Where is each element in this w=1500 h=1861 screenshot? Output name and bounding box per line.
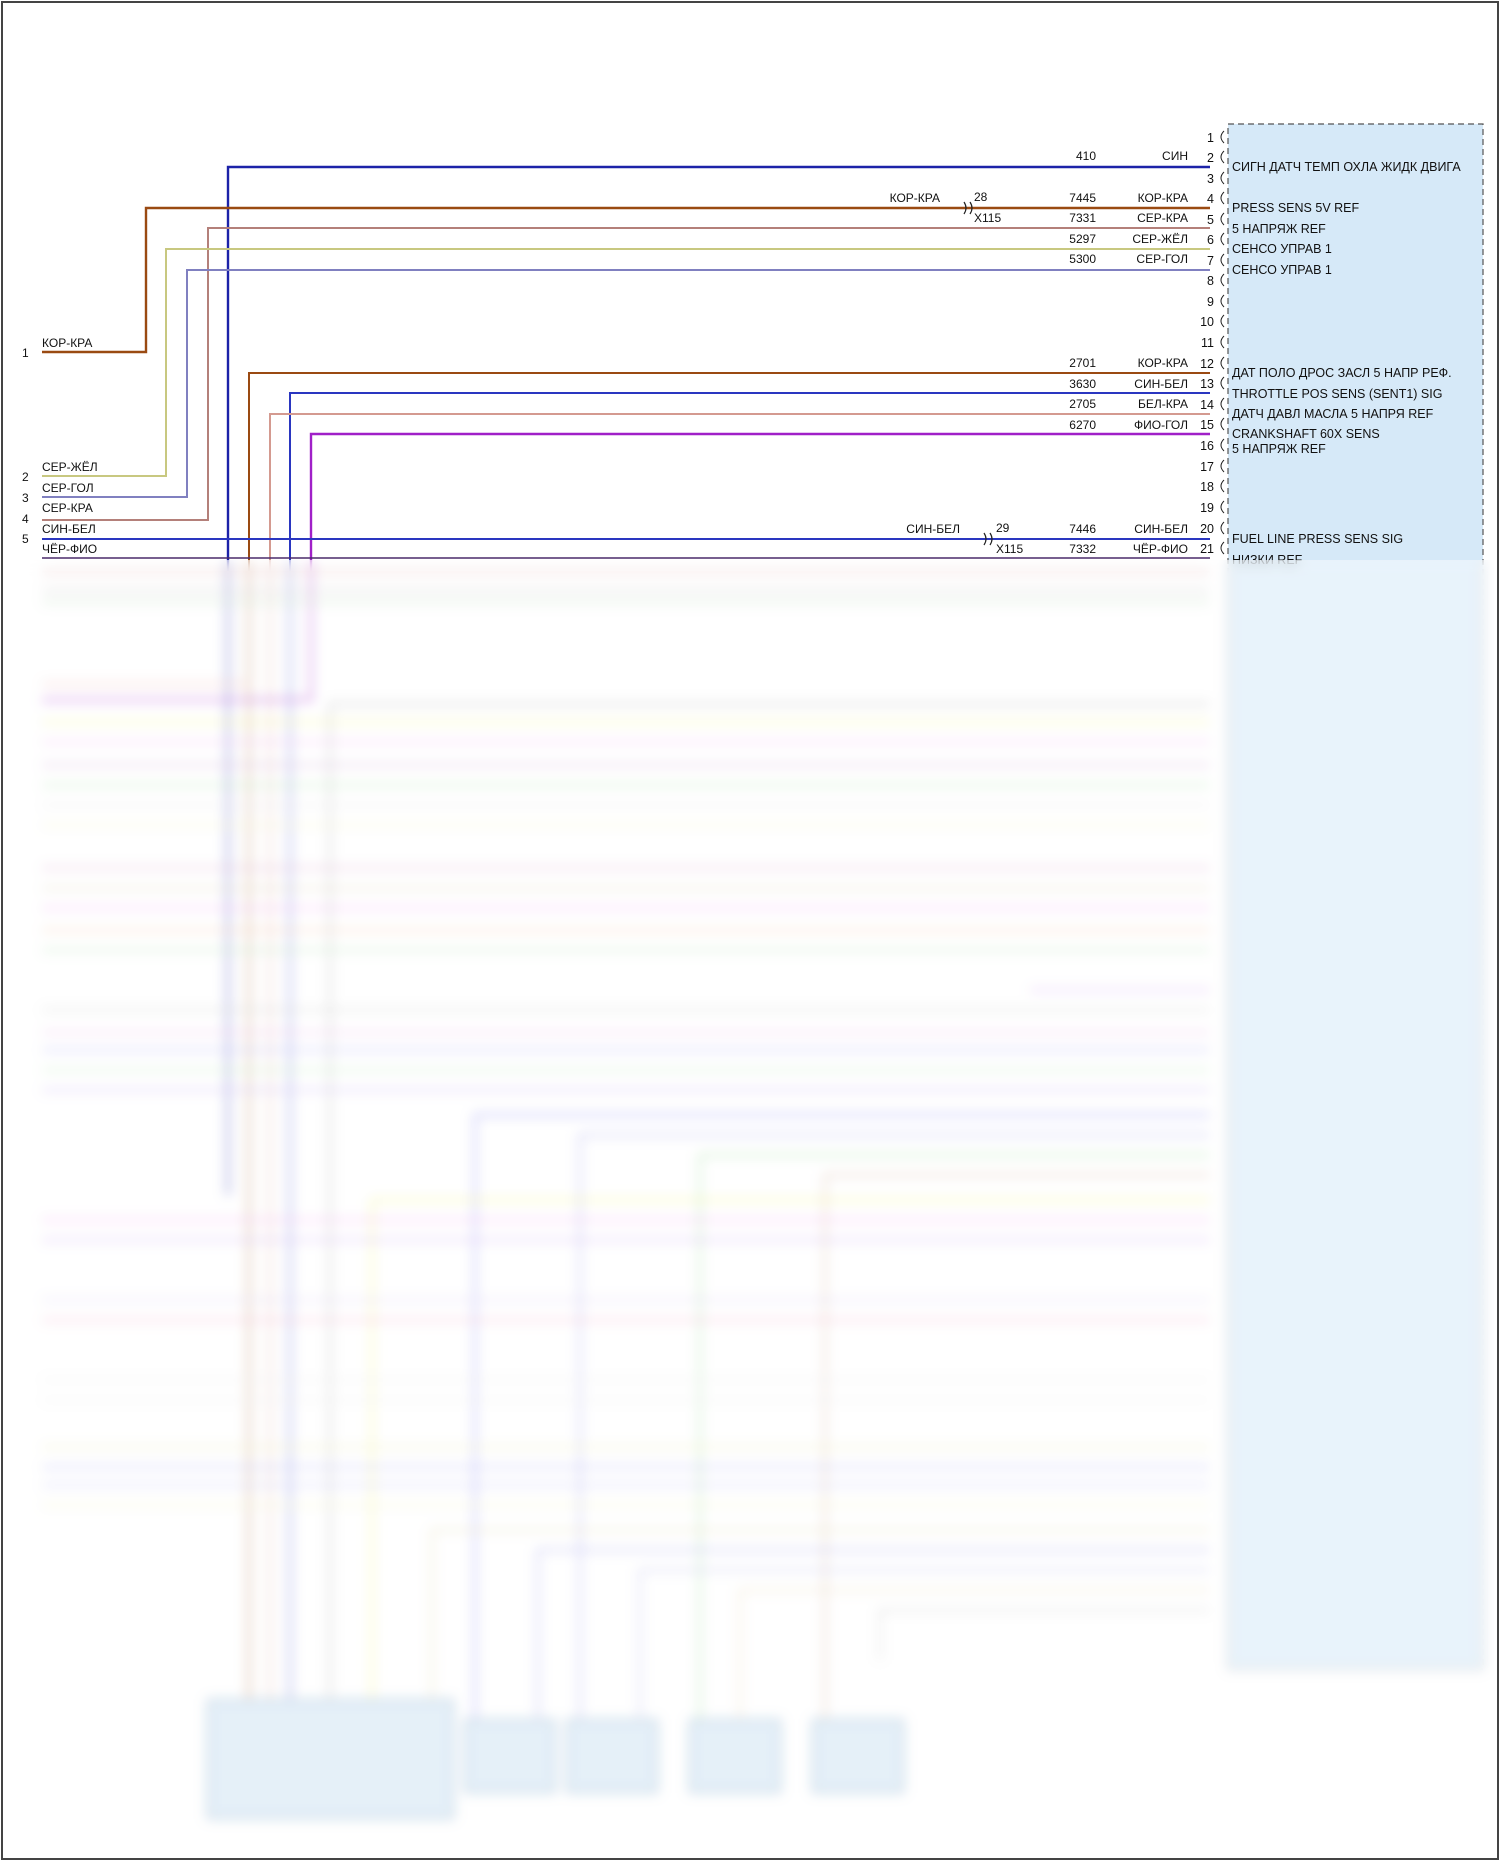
pin-number: 6 <box>1207 233 1214 247</box>
ecu-signal-label: 5 НАПРЯЖ REF <box>1232 222 1326 236</box>
connector-x115-pin29 <box>983 532 993 546</box>
wire-pin7 <box>42 269 1210 498</box>
wire-color-label: ЧЁР-ФИО <box>1133 542 1188 556</box>
pin-number: 2 <box>1207 151 1214 165</box>
pin-number: 1 <box>1207 131 1214 145</box>
pin-number: 5 <box>1207 213 1214 227</box>
wire-color-label: СИН <box>1162 149 1188 163</box>
x115-connector-id: X115 <box>974 211 1001 225</box>
wire-pin5 <box>42 227 1210 521</box>
ecu-signal-label: THROTTLE POS SENS (SENT1) SIG <box>1232 387 1442 401</box>
harness-wire-label: ЧЁР-ФИО <box>42 542 97 556</box>
pin-number: 14 <box>1200 398 1214 412</box>
circuit-number: 7445 <box>1069 191 1096 205</box>
ecu-pin-receptacles <box>1220 130 1225 555</box>
ecu-signal-label: ДАТЧ ДАВЛ МАСЛА 5 НАПРЯ REF <box>1232 407 1434 421</box>
connector-x115-labels: КОР-КРА 28 X115 СИН-БЕЛ 29 X115 <box>890 190 1024 556</box>
circuit-number: 6270 <box>1069 418 1096 432</box>
harness-pin-number: 1 <box>22 346 29 360</box>
pin-number: 12 <box>1200 357 1214 371</box>
x115-wire-label: КОР-КРА <box>890 191 940 205</box>
wire-color-label: КОР-КРА <box>1138 191 1188 205</box>
circuit-number: 3630 <box>1069 377 1096 391</box>
pin-number: 19 <box>1200 501 1214 515</box>
harness-wire-label: СЕР-ЖЁЛ <box>42 460 98 474</box>
ecu-pin-numbers: 1 2 3 4 5 6 7 8 9 10 11 12 13 14 15 16 1… <box>1200 131 1214 556</box>
circuit-number: 410 <box>1076 149 1096 163</box>
harness-wire-label: КОР-КРА <box>42 336 92 350</box>
ecu-signal-label: СИГН ДАТЧ ТЕМП ОХЛА ЖИДК ДВИГА <box>1232 160 1461 174</box>
harness-pin-number: 3 <box>22 491 29 505</box>
circuit-number: 7446 <box>1069 522 1096 536</box>
wire-color-label: СИН-БЕЛ <box>1134 377 1188 391</box>
pin-number: 8 <box>1207 274 1214 288</box>
wire-color-label: СИН-БЕЛ <box>1134 522 1188 536</box>
circuit-number: 7332 <box>1069 542 1096 556</box>
ecu-signal-label: 5 НАПРЯЖ REF <box>1232 442 1326 456</box>
wire-color-label: СЕР-КРА <box>1137 211 1188 225</box>
harness-pin-number: 2 <box>22 470 29 484</box>
pin-number: 3 <box>1207 172 1214 186</box>
ecu-signal-label: СЕНСО УПРАВ 1 <box>1232 242 1332 256</box>
wire-color-label: ФИО-ГОЛ <box>1134 418 1188 432</box>
pin-number: 17 <box>1200 460 1214 474</box>
pin-number: 10 <box>1200 315 1214 329</box>
wire-pin6 <box>42 248 1210 477</box>
wire-labels: 410 СИН 7445 КОР-КРА 7331 СЕР-КРА 5297 С… <box>1069 149 1188 556</box>
harness-wire-label: СЕР-КРА <box>42 501 93 515</box>
pin-number: 9 <box>1207 295 1214 309</box>
harness-pin-number: 4 <box>22 512 29 526</box>
ecu-signal-label: ДАТ ПОЛО ДРОС ЗАСЛ 5 НАПР РЕФ. <box>1232 366 1452 380</box>
harness-wire-label: СЕР-ГОЛ <box>42 481 94 495</box>
wire-color-label: КОР-КРА <box>1138 356 1188 370</box>
ecu-signal-labels: СИГН ДАТЧ ТЕМП ОХЛА ЖИДК ДВИГА PRESS SEN… <box>1232 160 1461 567</box>
circuit-number: 2701 <box>1069 356 1096 370</box>
x115-wire-label: СИН-БЕЛ <box>906 522 960 536</box>
x115-pin-number: 29 <box>996 521 1010 535</box>
pin-number: 18 <box>1200 480 1214 494</box>
ecu-signal-label: FUEL LINE PRESS SENS SIG <box>1232 532 1403 546</box>
pin-number: 15 <box>1200 418 1214 432</box>
connector-x115-pin28 <box>963 201 973 215</box>
pin-number: 21 <box>1200 542 1214 556</box>
x115-connector-id: X115 <box>996 542 1023 556</box>
ecu-signal-label: PRESS SENS 5V REF <box>1232 201 1359 215</box>
wire-color-label: БЕЛ-КРА <box>1138 397 1188 411</box>
x115-pin-number: 28 <box>974 190 988 204</box>
pin-number: 16 <box>1200 439 1214 453</box>
wire-color-label: СЕР-ЖЁЛ <box>1132 232 1188 246</box>
harness-wire-label: СИН-БЕЛ <box>42 522 96 536</box>
left-harness-labels: 1 КОР-КРА 2 СЕР-ЖЁЛ 3 СЕР-ГОЛ 4 СЕР-КРА … <box>22 336 98 556</box>
wire-pin4 <box>42 206 1210 354</box>
pin-number: 7 <box>1207 254 1214 268</box>
circuit-number: 5300 <box>1069 252 1096 266</box>
ecu-signal-label: СЕНСО УПРАВ 1 <box>1232 263 1332 277</box>
ecu-signal-label: CRANKSHAFT 60X SENS <box>1232 427 1380 441</box>
wire-color-label: СЕР-ГОЛ <box>1136 252 1188 266</box>
blurred-lower-region <box>6 560 1494 1855</box>
harness-pin-number: 5 <box>22 532 29 546</box>
circuit-number: 2705 <box>1069 397 1096 411</box>
pin-number: 4 <box>1207 192 1214 206</box>
pin-number: 20 <box>1200 522 1214 536</box>
circuit-number: 5297 <box>1069 232 1096 246</box>
pin-number: 11 <box>1201 336 1214 350</box>
circuit-number: 7331 <box>1069 211 1096 225</box>
pin-number: 13 <box>1200 377 1214 391</box>
